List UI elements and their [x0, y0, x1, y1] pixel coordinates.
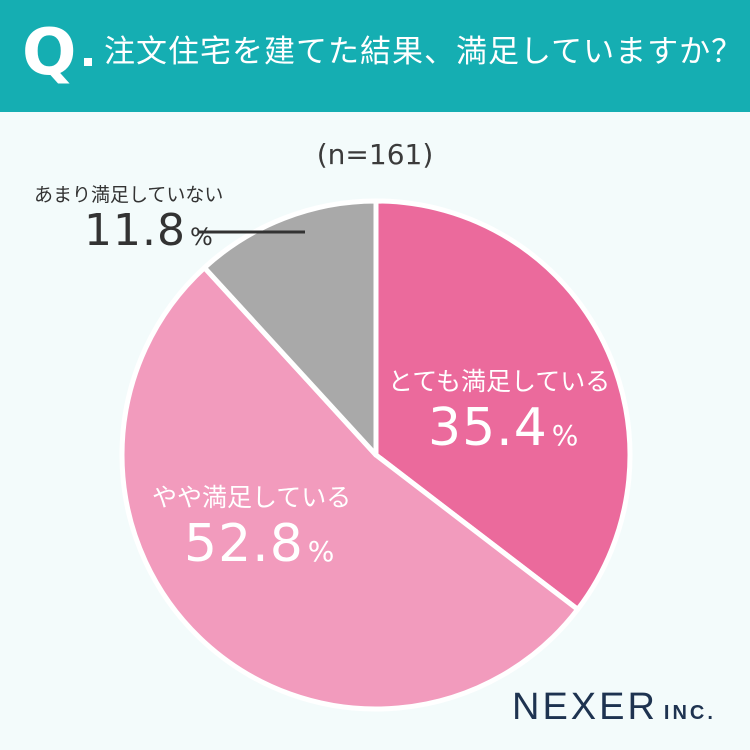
sample-size: (n=161)	[316, 138, 434, 171]
pie-slice-very-satisfied	[373, 198, 633, 612]
label-somewhat-satisfied: やや満足している 52.8%	[152, 478, 351, 574]
question-title: 注文住宅を建てた結果、満足していますか？	[104, 34, 744, 70]
q-mark: Q	[22, 16, 77, 90]
pct-unit: %	[307, 535, 336, 568]
pie-slice-not-very-satisfied	[201, 198, 379, 458]
label-somewhat-satisfied-pct: 52.8%	[184, 514, 351, 574]
label-very-satisfied-name: とても満足している	[388, 367, 611, 396]
label-not-very-satisfied: あまり満足していない 11.8%	[34, 180, 223, 256]
pie-slice-somewhat-satisfied	[119, 265, 581, 712]
pct-value: 35.4	[428, 398, 548, 458]
label-not-very-satisfied-name: あまり満足していない	[34, 184, 224, 206]
pct-unit: %	[189, 223, 214, 251]
label-somewhat-satisfied-name: やや満足している	[152, 483, 352, 512]
logo-suffix: INC.	[663, 702, 716, 724]
label-very-satisfied-pct: 35.4%	[428, 398, 610, 458]
logo-main: NEXER	[512, 686, 658, 728]
pct-value: 11.8	[84, 205, 186, 256]
q-dot-icon	[84, 58, 92, 66]
pct-value: 52.8	[184, 514, 304, 574]
label-not-very-satisfied-pct: 11.8%	[84, 205, 223, 256]
nexer-logo: NEXER INC.	[512, 686, 716, 729]
header-banner: Q 注文住宅を建てた結果、満足していますか？	[0, 0, 750, 112]
pct-unit: %	[551, 419, 580, 452]
label-very-satisfied: とても満足している 35.4%	[388, 362, 610, 458]
